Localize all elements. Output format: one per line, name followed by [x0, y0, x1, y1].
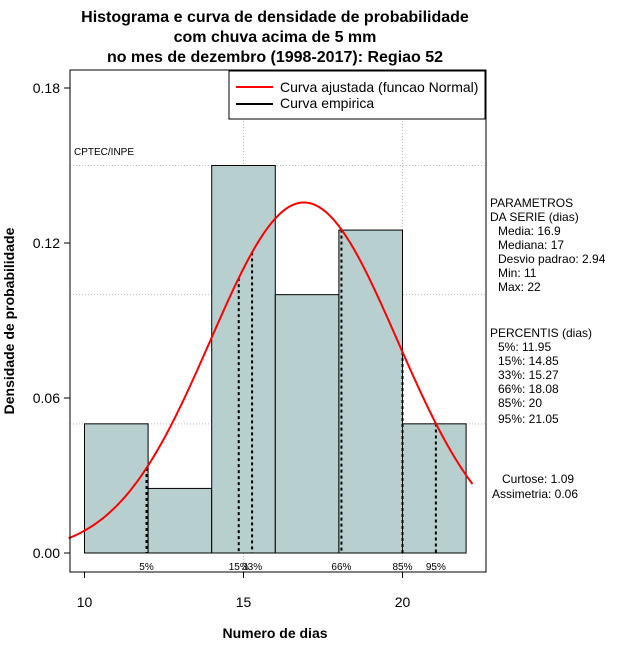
normal-curve-layer [68, 201, 474, 540]
parametros-title-2: DA SERIE (dias) [490, 210, 579, 224]
chart-title-line-1: Histograma e curva de densidade de proba… [81, 9, 469, 26]
histogram-bar-3 [274, 294, 340, 554]
percentile-label-2: 33% [242, 562, 262, 573]
side-panel: PARAMETROS DA SERIE (dias) Media: 16.9 M… [490, 196, 606, 501]
histogram-bar-4 [338, 229, 403, 554]
plot-frame [69, 69, 487, 573]
assimetria: Assimetria: 0.06 [492, 487, 578, 501]
parametro-max: Max: 22 [498, 280, 541, 294]
percentil-66: 66%: 18.08 [498, 382, 559, 396]
y-axis-title: Densidade de probabilidade [1, 227, 17, 414]
x-tick-label-2: 20 [395, 594, 411, 610]
y-tick-label-2: 0.12 [33, 235, 60, 251]
parametros-title-1: PARAMETROS [490, 196, 573, 210]
chart-title-line-2: com chuva acima de 5 mm [174, 29, 377, 46]
percentil-5: 5%: 11.95 [498, 340, 551, 354]
legend-label-empirical: Curva empirica [280, 95, 374, 111]
y-tick-label-1: 0.06 [33, 390, 60, 406]
legend-box [228, 70, 486, 120]
histogram-bars [84, 165, 467, 554]
axes: 0.00 0.06 0.12 0.18 10 15 20 [33, 80, 411, 610]
y-tick-label-0: 0.00 [33, 545, 60, 561]
parametro-media: Media: 16.9 [498, 224, 561, 238]
percentile-lines: 5% 15%33% 66% 85% 95% [139, 229, 446, 573]
percentil-85: 85%: 20 [498, 396, 542, 410]
parametro-desvio: Desvio padrao: 2.94 [498, 252, 606, 266]
percentile-label-0: 5% [139, 562, 154, 573]
histogram-bar-0 [84, 423, 149, 554]
percentile-label-3: 66% [331, 562, 351, 573]
histogram-bar-1 [147, 487, 213, 554]
chart-title-line-3: no mes de dezembro (1998-2017): Regiao 5… [107, 49, 443, 66]
percentil-33: 33%: 15.27 [498, 368, 559, 382]
percentis-title: PERCENTIS (dias) [490, 326, 592, 340]
parametro-mediana: Mediana: 17 [498, 238, 564, 252]
percentile-label-5: 95% [426, 562, 446, 573]
legend-label-normal: Curva ajustada (funcao Normal) [280, 79, 478, 95]
histogram-bar-2 [211, 165, 276, 554]
normal-curve [68, 201, 474, 540]
x-tick-label-0: 10 [77, 594, 93, 610]
y-tick-label-3: 0.18 [33, 80, 60, 96]
x-axis-title: Numero de dias [222, 625, 327, 641]
legend: Curva ajustada (funcao Normal) Curva emp… [228, 70, 486, 120]
percentile-label-4: 85% [392, 562, 412, 573]
histogram-bar-5 [402, 423, 467, 554]
x-tick-label-1: 15 [236, 594, 252, 610]
percentil-15: 15%: 14.85 [498, 354, 559, 368]
percentil-95: 95%: 21.05 [498, 412, 559, 426]
parametro-min: Min: 11 [498, 266, 537, 280]
source-label: CPTEC/INPE [74, 147, 134, 158]
percentile-label-1: 15% [229, 562, 249, 573]
curtose: Curtose: 1.09 [502, 472, 574, 486]
